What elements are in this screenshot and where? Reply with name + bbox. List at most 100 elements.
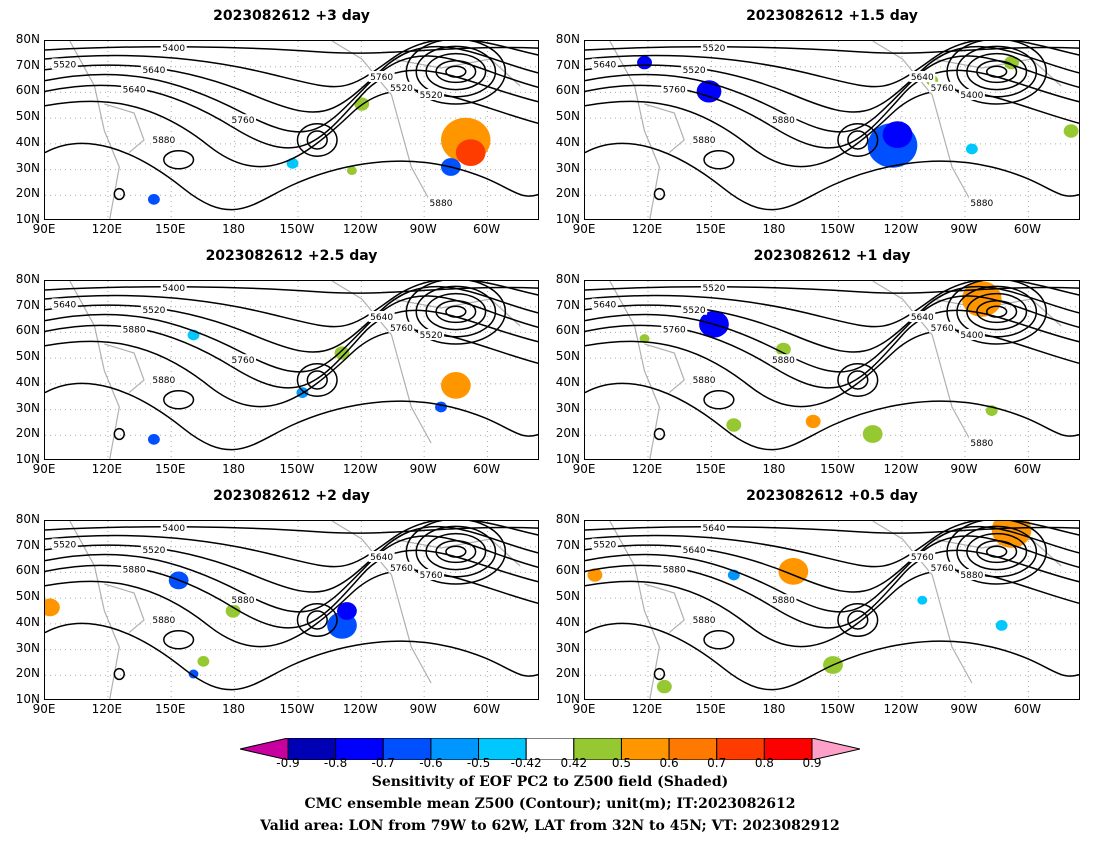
- colorbar-tick-label: -0.5: [466, 756, 491, 770]
- contour-label: 5520: [703, 284, 726, 294]
- lat-tick-label: 70N: [555, 57, 580, 72]
- sensitivity-shading: [334, 346, 350, 360]
- sensitivity-shading: [639, 334, 650, 344]
- z500-closed-contour: [435, 60, 477, 84]
- lon-tick-label: 150E: [154, 222, 186, 236]
- coastline: [872, 281, 973, 444]
- sensitivity-shading: [637, 55, 652, 70]
- z500-contour: [45, 55, 538, 133]
- lon-tick-label: 150W: [279, 702, 315, 716]
- colorbar: [239, 737, 861, 761]
- z500-closed-contour: [306, 370, 328, 390]
- z500-closed-contour: [946, 41, 1048, 105]
- lat-tick-label: 60N: [15, 563, 40, 578]
- lat-tick-label: 30N: [15, 400, 40, 415]
- z500-contour: [585, 535, 1079, 613]
- contour-label: 5520: [683, 306, 706, 316]
- lon-tick-label: 120E: [91, 702, 123, 716]
- colorbar-tick-label: 0.5: [611, 756, 631, 770]
- map-area: 5520 5640 5520 5640 5760 5400 5760 5880 5880 5880: [584, 40, 1080, 220]
- lat-tick-label: 60N: [555, 323, 580, 338]
- z500-contour: [45, 382, 538, 451]
- lat-tick-label: 10N: [555, 452, 580, 466]
- contour-label: 5760: [390, 564, 413, 574]
- z500-closed-contour: [956, 285, 1038, 338]
- z500-closed-contour: [163, 150, 195, 170]
- contour-label: 5760: [390, 324, 413, 334]
- coastline: [644, 583, 685, 634]
- contour-label: 5640: [370, 313, 393, 323]
- contour-label: 5760: [663, 326, 686, 336]
- coastline: [609, 41, 661, 219]
- lon-tick-label: 90E: [572, 702, 596, 716]
- sensitivity-shading: [45, 598, 60, 617]
- z500-closed-contour: [296, 123, 338, 157]
- z500-closed-contour: [445, 305, 467, 318]
- sensitivity-shading: [862, 425, 883, 443]
- lat-tick-label: 30N: [15, 640, 40, 655]
- coastline: [331, 281, 432, 444]
- contour-label: 5880: [693, 376, 716, 386]
- panel-title: 2023082612 +3 day: [213, 8, 370, 24]
- z500-closed-contour: [296, 603, 338, 637]
- z500-closed-contour: [415, 45, 497, 98]
- sensitivity-shading: [775, 342, 791, 357]
- contour-label: 5760: [931, 564, 954, 574]
- colorbar-tick-label: 0.9: [802, 756, 822, 770]
- lon-tick-label: 120W: [342, 462, 378, 476]
- lon-tick-label: 60W: [472, 702, 501, 716]
- z500-closed-contour: [113, 187, 125, 201]
- z500-contour: [45, 521, 538, 568]
- contour-label: 5640: [911, 73, 934, 83]
- map-area: 5640 5520 5640 5760 5760 5880 5880 5880 5880: [584, 520, 1080, 700]
- contour-label: 5520: [703, 44, 726, 54]
- lat-tick-label: 60N: [15, 323, 40, 338]
- sensitivity-shading: [965, 143, 978, 155]
- contour-label: 5880: [152, 136, 175, 146]
- z500-closed-contour: [163, 630, 195, 650]
- lon-tick-label: 150W: [279, 222, 315, 236]
- sensitivity-shading: [696, 80, 722, 103]
- z500-closed-contour: [847, 130, 869, 150]
- map-area: 5400 5640 5520 5640 5760 5520 5880 5760 5880: [44, 280, 539, 460]
- lat-tick-label: 50N: [15, 589, 40, 604]
- z500-closed-contour: [837, 603, 879, 637]
- z500-contour: [585, 41, 1079, 88]
- caption-line-1: Sensitivity of EOF PC2 to Z500 field (Sh…: [371, 774, 729, 790]
- lat-tick-label: 10N: [15, 692, 40, 706]
- coastline: [104, 103, 145, 154]
- z500-closed-contour: [847, 610, 869, 630]
- sensitivity-shading: [337, 602, 357, 620]
- lon-tick-label: 60W: [472, 222, 501, 236]
- lat-tick-label: 40N: [555, 374, 580, 389]
- lon-tick-label: 180: [222, 462, 246, 476]
- contour-label: 5880: [663, 566, 686, 576]
- coastline: [644, 103, 685, 154]
- colorbar-tick-label: 0.7: [707, 756, 727, 770]
- sensitivity-shading: [882, 121, 913, 148]
- coastline: [331, 521, 432, 684]
- colorbar-tick-label: 0.42: [560, 756, 588, 770]
- coastline: [609, 521, 661, 699]
- z500-closed-contour: [966, 52, 1028, 91]
- lon-tick-label: 90E: [32, 702, 56, 716]
- colorbar-high-extension: [811, 737, 861, 761]
- panel-title: 2023082612 +2 day: [213, 488, 370, 504]
- coastline: [609, 281, 661, 459]
- z500-closed-contour: [653, 667, 666, 681]
- lon-tick-label: 120W: [342, 702, 378, 716]
- z500-closed-contour: [976, 60, 1018, 84]
- contour-label: 5760: [911, 553, 934, 563]
- lon-tick-label: 120W: [883, 702, 919, 716]
- z500-closed-contour: [837, 363, 879, 397]
- lon-tick-label: 120W: [883, 462, 919, 476]
- sensitivity-shading: [805, 414, 821, 429]
- lat-tick-label: 70N: [15, 57, 40, 72]
- lon-tick-label: 150W: [820, 462, 855, 476]
- sensitivity-shading: [188, 669, 199, 679]
- lat-tick-label: 80N: [15, 272, 40, 286]
- z500-closed-contour: [956, 45, 1038, 98]
- lat-tick-label: 80N: [15, 512, 40, 526]
- sensitivity-shading: [197, 656, 210, 667]
- lon-tick-label: 180: [762, 462, 786, 476]
